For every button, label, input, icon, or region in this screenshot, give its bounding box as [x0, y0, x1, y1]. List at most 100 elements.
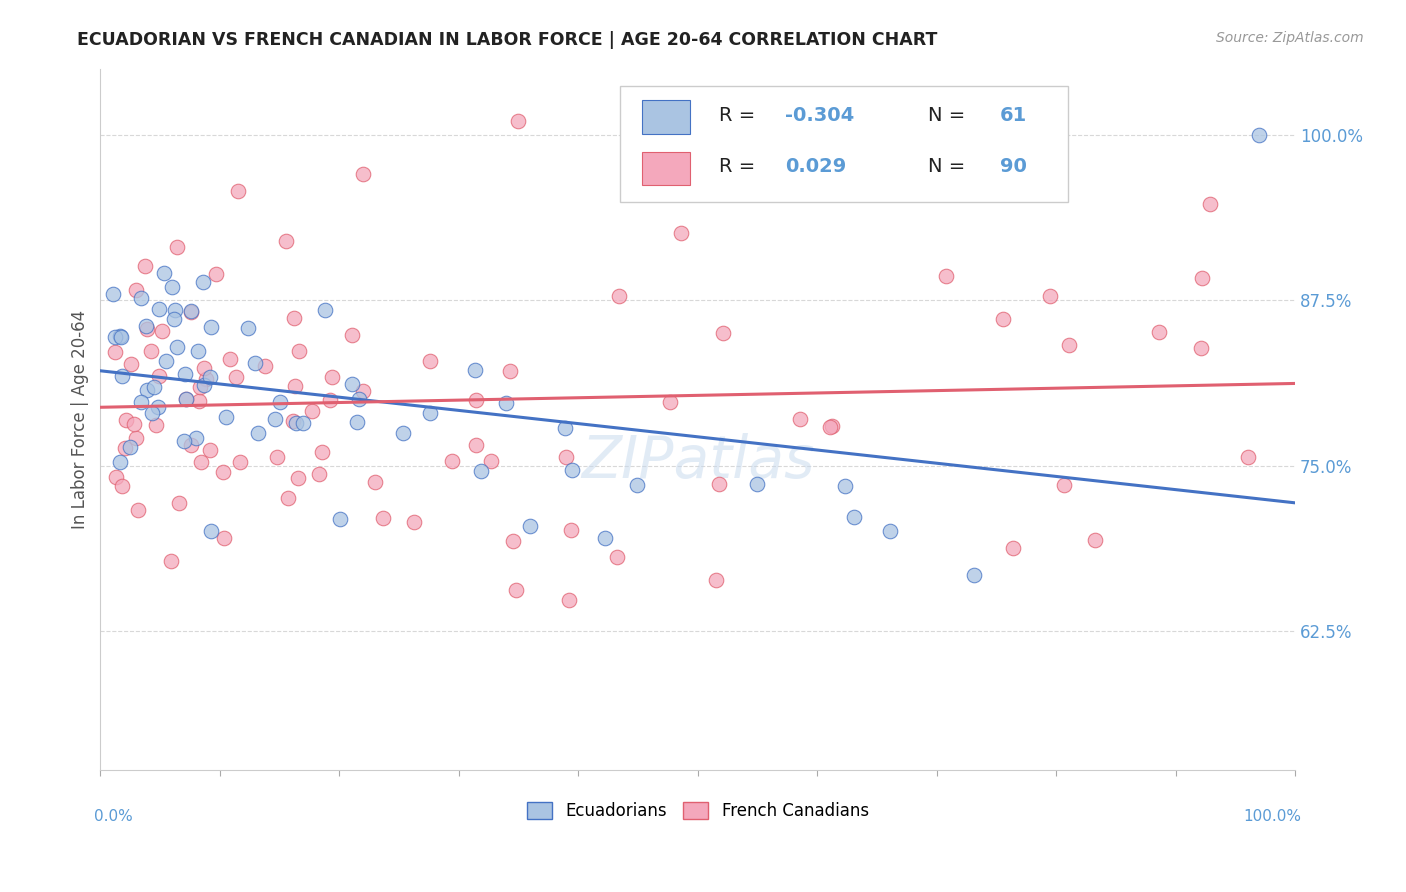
Point [879, 524, 901, 538]
Point [193, 377, 215, 392]
Point [180, 305, 202, 319]
Point [214, 531, 236, 545]
Point [110, 330, 132, 344]
Point [606, 550, 628, 565]
Point [499, 364, 522, 378]
Point [120, 440, 142, 454]
Point [346, 415, 368, 429]
Point [470, 464, 492, 478]
Point [329, 512, 352, 526]
Point [519, 519, 541, 533]
Point [706, 573, 728, 587]
Point [560, 523, 582, 537]
Text: N =: N = [928, 106, 972, 125]
Point [554, 421, 576, 435]
Point [176, 392, 198, 406]
Point [1001, 541, 1024, 556]
FancyBboxPatch shape [641, 152, 690, 186]
Point [818, 420, 841, 434]
Point [111, 368, 134, 383]
Point [148, 302, 170, 317]
Point [419, 406, 441, 420]
Point [1039, 288, 1062, 302]
Point [1191, 271, 1213, 285]
Point [353, 384, 375, 399]
Point [111, 478, 134, 492]
Text: Source: ZipAtlas.com: Source: ZipAtlas.com [1216, 31, 1364, 45]
Point [935, 269, 957, 284]
Text: ZIPatlas: ZIPatlas [581, 433, 814, 490]
Point [274, 234, 297, 248]
Text: N =: N = [928, 157, 972, 177]
Point [104, 470, 127, 484]
Point [200, 524, 222, 538]
Point [340, 327, 363, 342]
Point [392, 425, 415, 440]
Point [153, 266, 176, 280]
Point [464, 438, 486, 452]
Point [402, 515, 425, 529]
Point [166, 239, 188, 253]
Point [371, 511, 394, 525]
Point [263, 412, 285, 426]
Point [626, 478, 648, 492]
Point [745, 476, 768, 491]
Point [160, 553, 183, 567]
Point [479, 454, 502, 468]
Point [135, 318, 157, 333]
Point [607, 289, 630, 303]
Point [283, 311, 305, 326]
Point [228, 455, 250, 469]
Point [155, 354, 177, 368]
Point [269, 395, 291, 409]
Point [190, 455, 212, 469]
Point [215, 409, 238, 424]
Point [301, 404, 323, 418]
Y-axis label: In Labor Force | Age 20-64: In Labor Force | Age 20-64 [72, 310, 89, 529]
Point [129, 291, 152, 305]
Point [108, 455, 131, 469]
Text: 0.029: 0.029 [785, 157, 846, 177]
Point [1199, 197, 1222, 211]
Point [226, 184, 249, 198]
Point [561, 463, 583, 477]
Point [291, 417, 314, 431]
Point [1147, 325, 1170, 339]
Point [321, 370, 343, 384]
Point [150, 324, 173, 338]
Point [188, 380, 211, 394]
Point [186, 431, 208, 445]
Point [314, 302, 336, 317]
Point [342, 376, 364, 391]
Point [194, 372, 217, 386]
Text: ECUADORIAN VS FRENCH CANADIAN IN LABOR FORCE | AGE 20-64 CORRELATION CHART: ECUADORIAN VS FRENCH CANADIAN IN LABOR F… [77, 31, 938, 49]
Point [200, 443, 222, 458]
Point [122, 417, 145, 431]
Point [108, 329, 131, 343]
Point [1053, 478, 1076, 492]
Point [991, 312, 1014, 326]
Point [193, 361, 215, 376]
Point [285, 416, 308, 430]
Point [593, 531, 616, 545]
Point [188, 393, 211, 408]
Point [963, 568, 986, 582]
Point [145, 418, 167, 433]
Point [502, 533, 524, 548]
Point [308, 467, 330, 482]
Point [198, 370, 221, 384]
FancyBboxPatch shape [620, 86, 1069, 202]
Point [180, 304, 202, 318]
Point [129, 394, 152, 409]
Point [820, 419, 842, 434]
Point [281, 414, 304, 428]
Point [103, 287, 125, 301]
Point [419, 354, 441, 368]
Point [834, 479, 856, 493]
Point [441, 454, 464, 468]
Text: R =: R = [720, 106, 762, 125]
Point [277, 491, 299, 505]
Point [142, 379, 165, 393]
Point [1249, 128, 1271, 142]
Point [287, 471, 309, 485]
